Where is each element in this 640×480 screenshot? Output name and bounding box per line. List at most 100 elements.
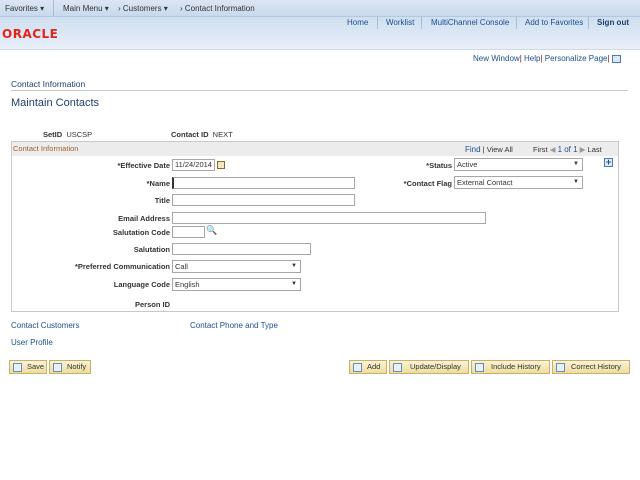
salutation-label: Salutation <box>133 245 170 254</box>
update-icon <box>393 363 402 372</box>
add-button[interactable]: Add <box>349 360 387 374</box>
chevron-down-icon: ▼ <box>291 281 297 287</box>
contact-flag-label: *Contact Flag <box>403 179 452 188</box>
name-input[interactable] <box>172 177 355 189</box>
box-header: Contact Information Find | View All Firs… <box>12 142 618 156</box>
include-history-label: Include History <box>491 362 541 371</box>
pager: First ◀ 1 of 1 ▶ Last <box>533 145 602 154</box>
header: Home Worklist MultiChannel Console Add t… <box>0 17 640 50</box>
calendar-icon[interactable] <box>217 161 225 169</box>
user-profile-link[interactable]: User Profile <box>11 338 53 347</box>
title-label: Title <box>154 196 170 205</box>
chevron-down-icon: ▼ <box>291 263 297 269</box>
setid-label: SetID <box>43 130 63 139</box>
contact-customers-link[interactable]: Contact Customers <box>11 321 80 330</box>
prev-icon[interactable]: ◀ <box>549 145 556 154</box>
favorites-label: Favorites <box>5 4 38 13</box>
divider <box>53 0 54 17</box>
breadcrumb-current: › Contact Information <box>180 4 255 13</box>
add-to-favorites-link[interactable]: Add to Favorites <box>525 18 584 27</box>
preferred-communication-select[interactable]: Call ▼ <box>172 260 301 273</box>
setid-value: USCSP <box>66 130 93 139</box>
correct-history-label: Correct History <box>571 362 622 371</box>
contact-phone-link[interactable]: Contact Phone and Type <box>190 321 278 330</box>
include-history-button[interactable]: Include History <box>471 360 550 374</box>
divider <box>11 90 628 91</box>
personalize-page-link[interactable]: Personalize Page <box>544 54 608 63</box>
last-link[interactable]: Last <box>587 145 602 154</box>
preferred-communication-value: Call <box>175 262 188 271</box>
setid: SetID USCSP <box>43 130 92 139</box>
add-label: Add <box>367 362 381 371</box>
worklist-link[interactable]: Worklist <box>386 18 415 27</box>
new-window-link[interactable]: New Window <box>473 54 520 63</box>
customers-label: Customers <box>122 4 162 13</box>
view-all-link[interactable]: View All <box>486 145 513 154</box>
divider <box>377 17 378 29</box>
person-id-label: Person ID <box>134 300 170 309</box>
divider <box>588 17 589 29</box>
title-input[interactable] <box>172 194 355 206</box>
contact-info-box: Contact Information Find | View All Firs… <box>11 141 619 312</box>
salutation-input[interactable] <box>172 243 311 255</box>
history-icon <box>475 363 484 372</box>
save-icon <box>13 363 22 372</box>
correct-history-button[interactable]: Correct History <box>552 360 630 374</box>
breadcrumb: Contact Information <box>11 79 86 89</box>
add-row-icon[interactable]: + <box>604 157 613 167</box>
find-link[interactable]: Find <box>465 145 481 154</box>
oracle-logo: ORACLE <box>2 27 59 41</box>
save-label: Save <box>27 362 45 371</box>
effective-date-label: *Effective Date <box>117 161 170 170</box>
chevron-down-icon: ▼ <box>573 179 579 185</box>
contact-id-value: NEXT <box>212 130 233 139</box>
status-select[interactable]: Active ▼ <box>454 158 583 171</box>
contact-id: Contact ID NEXT <box>171 130 233 139</box>
first-link[interactable]: First <box>533 145 548 154</box>
find-view-all: Find | View All <box>465 145 513 154</box>
current-label: Contact Information <box>184 4 255 13</box>
top-nav-bar: Favorites ▾ Main Menu ▾ › Customers ▾ › … <box>0 0 640 17</box>
notify-button[interactable]: Notify <box>49 360 91 374</box>
contact-flag-value: External Contact <box>457 178 513 187</box>
utility-links: New Window| Help| Personalize Page| <box>473 54 621 63</box>
update-label: Update/Display <box>410 362 461 371</box>
language-code-label: Language Code <box>113 280 170 289</box>
preferred-communication-label: *Preferred Communication <box>74 262 170 271</box>
effective-date-input[interactable]: 11/24/2014 <box>172 159 215 171</box>
multichannel-console-link[interactable]: MultiChannel Console <box>431 18 510 27</box>
main-menu-label: Main Menu <box>63 4 103 13</box>
chevron-down-icon: ▼ <box>573 161 579 167</box>
update-display-button[interactable]: Update/Display <box>389 360 469 374</box>
salutation-code-input[interactable] <box>172 226 205 238</box>
email-label: Email Address <box>118 214 170 223</box>
favorites-menu[interactable]: Favorites ▾ <box>5 4 45 13</box>
contact-id-label: Contact ID <box>171 130 209 139</box>
main-menu[interactable]: Main Menu ▾ <box>63 4 109 13</box>
contact-flag-select[interactable]: External Contact ▼ <box>454 176 583 189</box>
help-link[interactable]: Help <box>524 54 541 63</box>
breadcrumb-customers[interactable]: › Customers ▾ <box>118 4 168 13</box>
language-code-value: English <box>175 280 200 289</box>
next-icon[interactable]: ▶ <box>579 145 586 154</box>
page-grid-icon[interactable] <box>611 54 621 63</box>
page-title: Maintain Contacts <box>11 97 100 109</box>
salutation-code-label: Salutation Code <box>112 228 170 237</box>
notify-icon <box>53 363 62 372</box>
search-icon[interactable]: 🔍 <box>206 225 218 235</box>
status-label: *Status <box>426 161 452 170</box>
row-count: 1 of 1 <box>557 145 578 154</box>
name-label: *Name <box>146 179 170 188</box>
box-title: Contact Information <box>13 144 79 153</box>
save-button[interactable]: Save <box>9 360 47 374</box>
language-code-select[interactable]: English ▼ <box>172 278 301 291</box>
home-link[interactable]: Home <box>347 18 369 27</box>
sign-out-link[interactable]: Sign out <box>597 18 629 27</box>
status-value: Active <box>457 160 478 169</box>
pencil-icon <box>556 363 565 372</box>
divider <box>421 17 422 29</box>
notify-label: Notify <box>67 362 87 371</box>
add-icon <box>353 363 362 372</box>
divider <box>516 17 517 29</box>
email-input[interactable] <box>172 212 486 224</box>
